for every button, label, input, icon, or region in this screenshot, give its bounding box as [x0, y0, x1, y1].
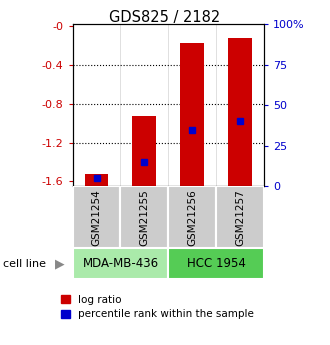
- Bar: [73, 248, 168, 279]
- Bar: [120, 186, 168, 248]
- Text: GSM21255: GSM21255: [139, 189, 149, 246]
- Bar: [73, 186, 120, 248]
- Text: GSM21254: GSM21254: [91, 189, 102, 246]
- Bar: [228, 38, 252, 186]
- Legend: log ratio, percentile rank within the sample: log ratio, percentile rank within the sa…: [61, 295, 254, 319]
- Text: GSM21256: GSM21256: [187, 189, 197, 246]
- Bar: [216, 186, 264, 248]
- Bar: [168, 186, 216, 248]
- Bar: [84, 174, 109, 186]
- Text: ▶: ▶: [55, 257, 64, 270]
- Text: GDS825 / 2182: GDS825 / 2182: [109, 10, 221, 25]
- Bar: [132, 116, 156, 186]
- Text: MDA-MB-436: MDA-MB-436: [82, 257, 158, 270]
- Text: HCC 1954: HCC 1954: [187, 257, 246, 270]
- Text: GSM21257: GSM21257: [235, 189, 245, 246]
- Bar: [180, 42, 204, 186]
- Bar: [168, 248, 264, 279]
- Text: cell line: cell line: [3, 259, 46, 269]
